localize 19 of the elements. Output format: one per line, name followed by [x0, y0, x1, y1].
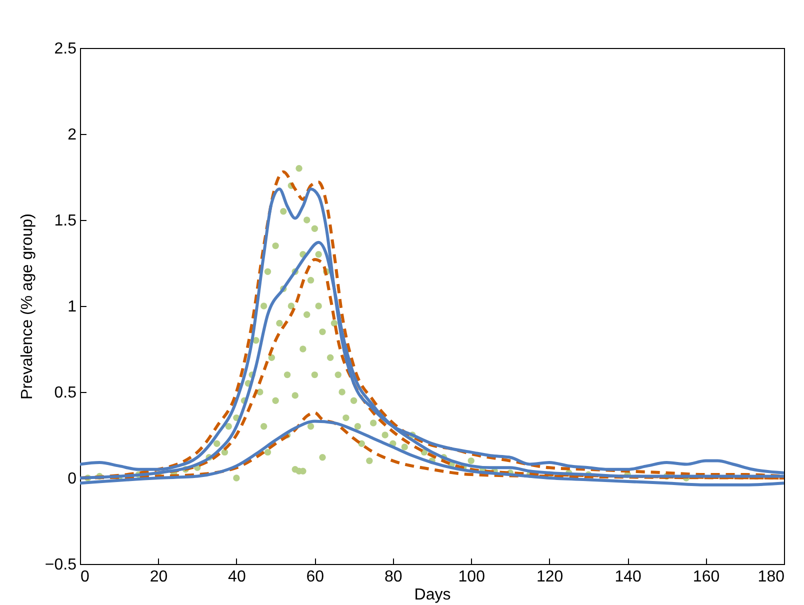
x-tick-label: 140 [614, 568, 642, 586]
y-tick-label: 1.5 [54, 212, 77, 230]
x-tick-label: 60 [306, 568, 324, 586]
x-tick-label: 20 [150, 568, 168, 586]
x-tick-label: 120 [536, 568, 564, 586]
x-tick-label: 100 [458, 568, 486, 586]
y-tick-label: 0.5 [54, 384, 77, 402]
y-tick-label: −0.5 [44, 556, 77, 574]
x-tick-label: 40 [228, 568, 246, 586]
y-axis-title: Prevalence (% age group) [18, 214, 36, 400]
x-tick-label: 0 [80, 568, 90, 586]
y-tick-label: 2.5 [54, 40, 77, 58]
x-tick-label: 180 [758, 568, 785, 586]
y-tick-label: 2 [68, 126, 77, 144]
x-tick-label: 160 [692, 568, 720, 586]
x-axis-title: Days [414, 586, 451, 604]
y-tick-label: 1 [68, 298, 77, 316]
x-tick-label: 80 [384, 568, 402, 586]
y-tick-label: 0 [68, 470, 77, 488]
